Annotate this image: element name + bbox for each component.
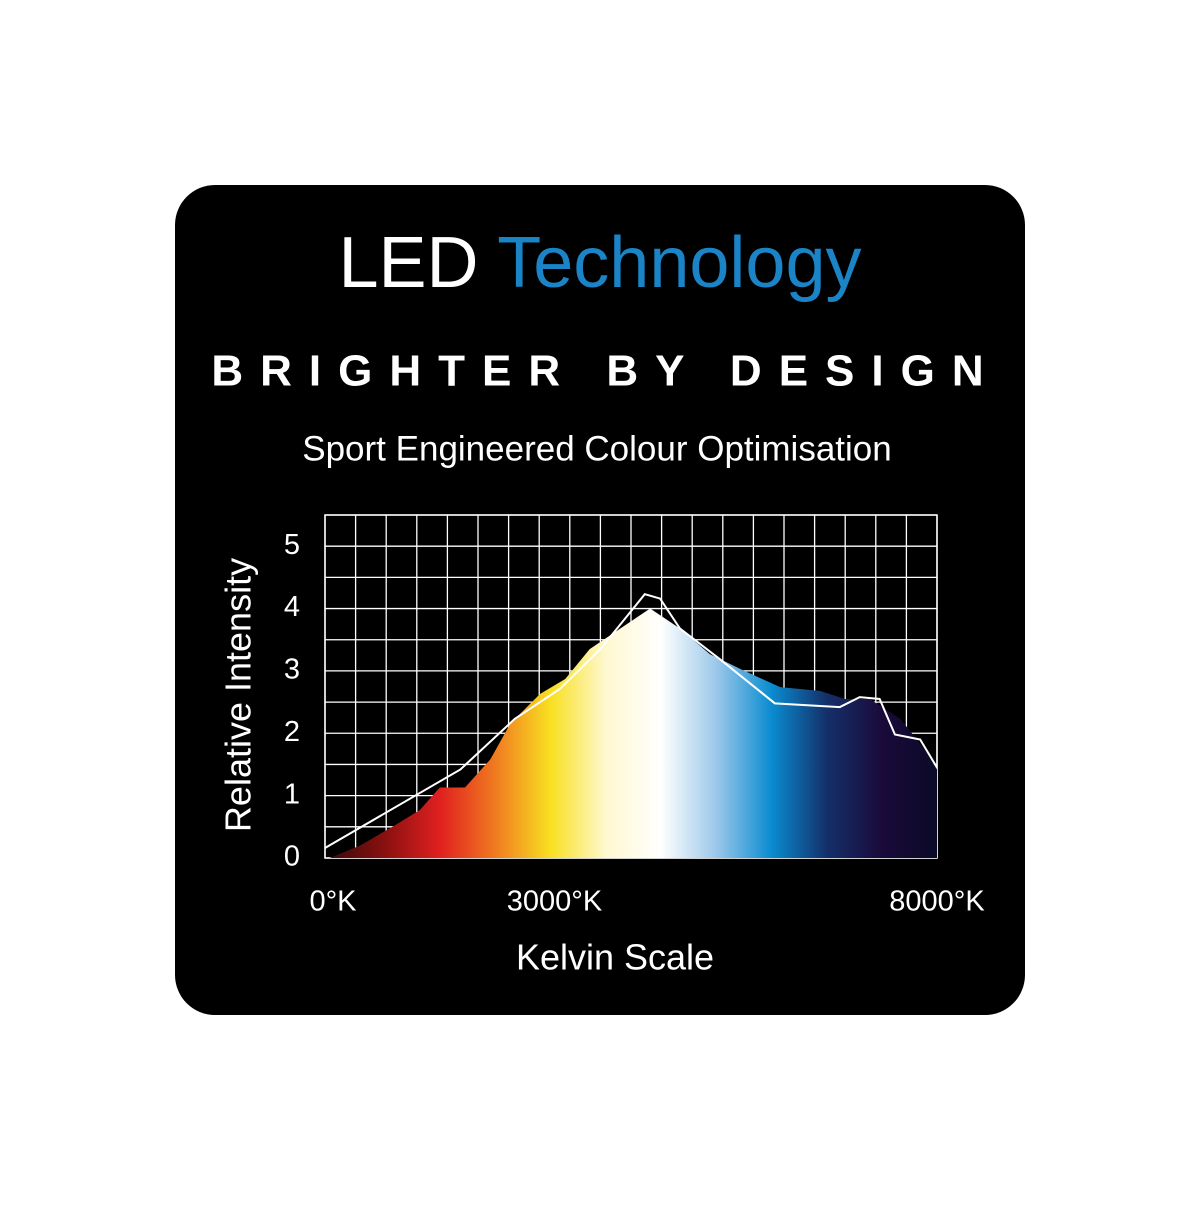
y-tick-label: 1	[284, 778, 300, 810]
title: LED Technology	[338, 223, 861, 303]
tagline: BRIGHTER BY DESIGN	[211, 347, 1000, 396]
y-tick-label: 4	[284, 591, 300, 623]
y-tick-label: 2	[284, 716, 300, 748]
x-axis-title: Kelvin Scale	[516, 937, 714, 978]
y-tick-label: 0	[284, 841, 300, 873]
x-tick-label: 8000°K	[889, 886, 985, 918]
y-tick-label: 3	[284, 654, 300, 686]
plot: 0 1 2 3 4 5 0°K 3000°K 8000°K	[284, 514, 985, 918]
x-tick-label: 3000°K	[507, 886, 603, 918]
title-accent: Technology	[497, 223, 861, 303]
x-tick-label: 0°K	[309, 886, 357, 918]
intensity-line	[324, 593, 938, 849]
y-axis-title: Relative Intensity	[218, 558, 259, 832]
subtitle: Sport Engineered Colour Optimisation	[302, 429, 891, 468]
title-lead: LED	[338, 223, 478, 303]
y-tick-label: 5	[284, 529, 300, 561]
spectrum-area	[329, 608, 938, 858]
